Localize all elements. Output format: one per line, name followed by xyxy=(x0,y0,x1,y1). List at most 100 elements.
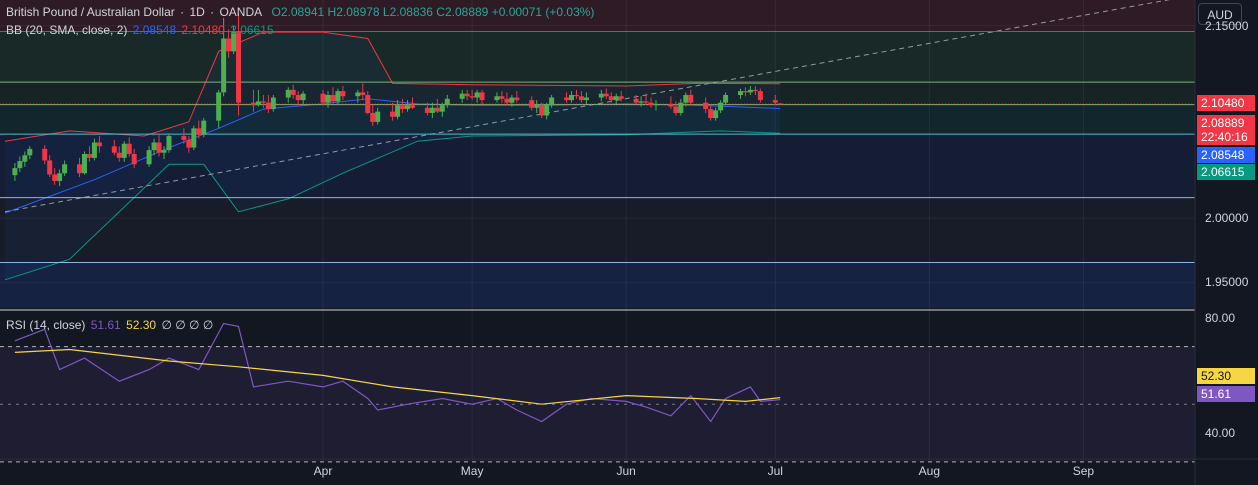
candle-body xyxy=(196,128,202,135)
candle-body xyxy=(146,150,152,165)
rsi-y-tick-label: 40.00 xyxy=(1205,426,1236,441)
candle-body xyxy=(429,107,435,113)
currency-button[interactable]: AUD xyxy=(1198,3,1242,25)
candle-body xyxy=(648,102,654,106)
candle-body xyxy=(569,94,575,101)
candle-body xyxy=(77,164,83,174)
candle-body xyxy=(81,154,87,174)
candle-body xyxy=(539,105,545,116)
candle-body xyxy=(12,168,18,176)
bb-upper-line xyxy=(4,31,781,142)
candle-body xyxy=(673,106,679,113)
bb-legend[interactable]: BB (20, SMA, close, 2) 2.08548 2.10480 2… xyxy=(6,23,276,37)
rsi-label: RSI (14, close) xyxy=(6,318,86,332)
grid-lines xyxy=(0,0,1195,459)
ohlc-values: O2.08941 H2.08978 L2.08836 C2.08889 +0.0… xyxy=(271,5,595,19)
candle-body xyxy=(62,164,68,174)
y-tick-label: 2.00000 xyxy=(1205,211,1249,226)
candle-body xyxy=(583,97,589,101)
x-tick-label: Sep xyxy=(1072,464,1095,478)
candle-body xyxy=(47,160,53,175)
zone-fill xyxy=(0,197,1195,263)
x-tick-label: Apr xyxy=(313,464,333,478)
zone-fill xyxy=(0,31,1195,83)
candle-body xyxy=(529,100,535,108)
source-label: OANDA xyxy=(219,5,263,19)
symbol-legend[interactable]: British Pound / Australian Dollar · 1D ·… xyxy=(6,5,596,19)
candle-body xyxy=(713,110,719,119)
candle-body xyxy=(638,101,644,103)
candle-body xyxy=(131,154,137,165)
candle-body xyxy=(91,142,97,158)
candle-body xyxy=(161,150,167,153)
bb-upper-price-label: 2.10480 xyxy=(1197,95,1255,111)
candle-body xyxy=(718,102,724,111)
candle-body xyxy=(325,94,331,103)
candle-body xyxy=(772,100,778,103)
x-tick-label: Jun xyxy=(616,464,636,478)
candle-body xyxy=(474,92,480,98)
x-tick-label: May xyxy=(460,464,484,478)
chart-background xyxy=(0,0,1195,462)
candle-body xyxy=(757,91,763,101)
candle-body xyxy=(290,89,296,95)
candle-body xyxy=(703,102,709,110)
bb-upper-value: 2.10480 xyxy=(181,23,225,37)
rsi-ma-line xyxy=(14,348,781,405)
candle-body xyxy=(752,89,758,92)
y-tick-label: 1.95000 xyxy=(1205,275,1249,290)
candle-body xyxy=(375,111,381,122)
candle-body xyxy=(708,109,714,119)
candle-body xyxy=(578,96,584,101)
candle-body xyxy=(22,155,28,162)
candle-body xyxy=(534,105,540,108)
candle-body xyxy=(300,93,306,101)
candle-body xyxy=(86,154,92,158)
candle-body xyxy=(603,93,609,97)
candle-body xyxy=(285,89,291,98)
candle-body xyxy=(156,142,162,153)
rsi-legend[interactable]: RSI (14, close) 51.61 52.30 ∅ ∅ ∅ ∅ xyxy=(6,318,215,332)
rsi-pane xyxy=(0,322,1195,463)
zone-fill xyxy=(0,134,1195,198)
price-axis-bg xyxy=(1195,0,1258,485)
candle-body xyxy=(509,97,515,103)
candle-body xyxy=(549,97,555,106)
candle-body xyxy=(181,136,187,140)
candle-body xyxy=(424,107,430,113)
candle-body xyxy=(573,94,579,97)
candle-body xyxy=(330,94,336,102)
candle-body xyxy=(265,102,271,110)
candle-body xyxy=(360,92,366,95)
rsi-price-label: 51.61 xyxy=(1197,386,1255,402)
candle-body xyxy=(564,97,570,101)
rsi-band-fill xyxy=(0,346,1195,462)
candle-body xyxy=(295,94,301,101)
candle-body xyxy=(459,93,465,99)
rsi-extra: ∅ ∅ ∅ ∅ xyxy=(161,318,214,332)
x-tick-label: Aug xyxy=(918,464,941,478)
rsi-y-tick-label: 80.00 xyxy=(1205,310,1236,325)
candle-body xyxy=(191,128,197,148)
candle-body xyxy=(400,105,406,110)
candle-body xyxy=(365,94,371,113)
candle-body xyxy=(186,139,192,148)
candle-body xyxy=(688,94,694,103)
candle-body xyxy=(52,174,58,181)
candle-body xyxy=(395,105,401,117)
candle-body xyxy=(653,103,659,106)
candle-body xyxy=(514,97,520,101)
candle-body xyxy=(42,148,48,161)
candle-body xyxy=(747,89,753,93)
candle-body xyxy=(320,93,326,103)
bb-lower-value: 2.06615 xyxy=(230,23,274,37)
candle-body xyxy=(335,91,341,102)
candle-body xyxy=(57,173,63,181)
zone-fill xyxy=(0,0,1195,32)
trend-line xyxy=(4,0,1171,213)
rsi-ma-value: 52.30 xyxy=(126,318,157,332)
candle-body xyxy=(668,103,674,107)
candle-body xyxy=(27,148,33,156)
